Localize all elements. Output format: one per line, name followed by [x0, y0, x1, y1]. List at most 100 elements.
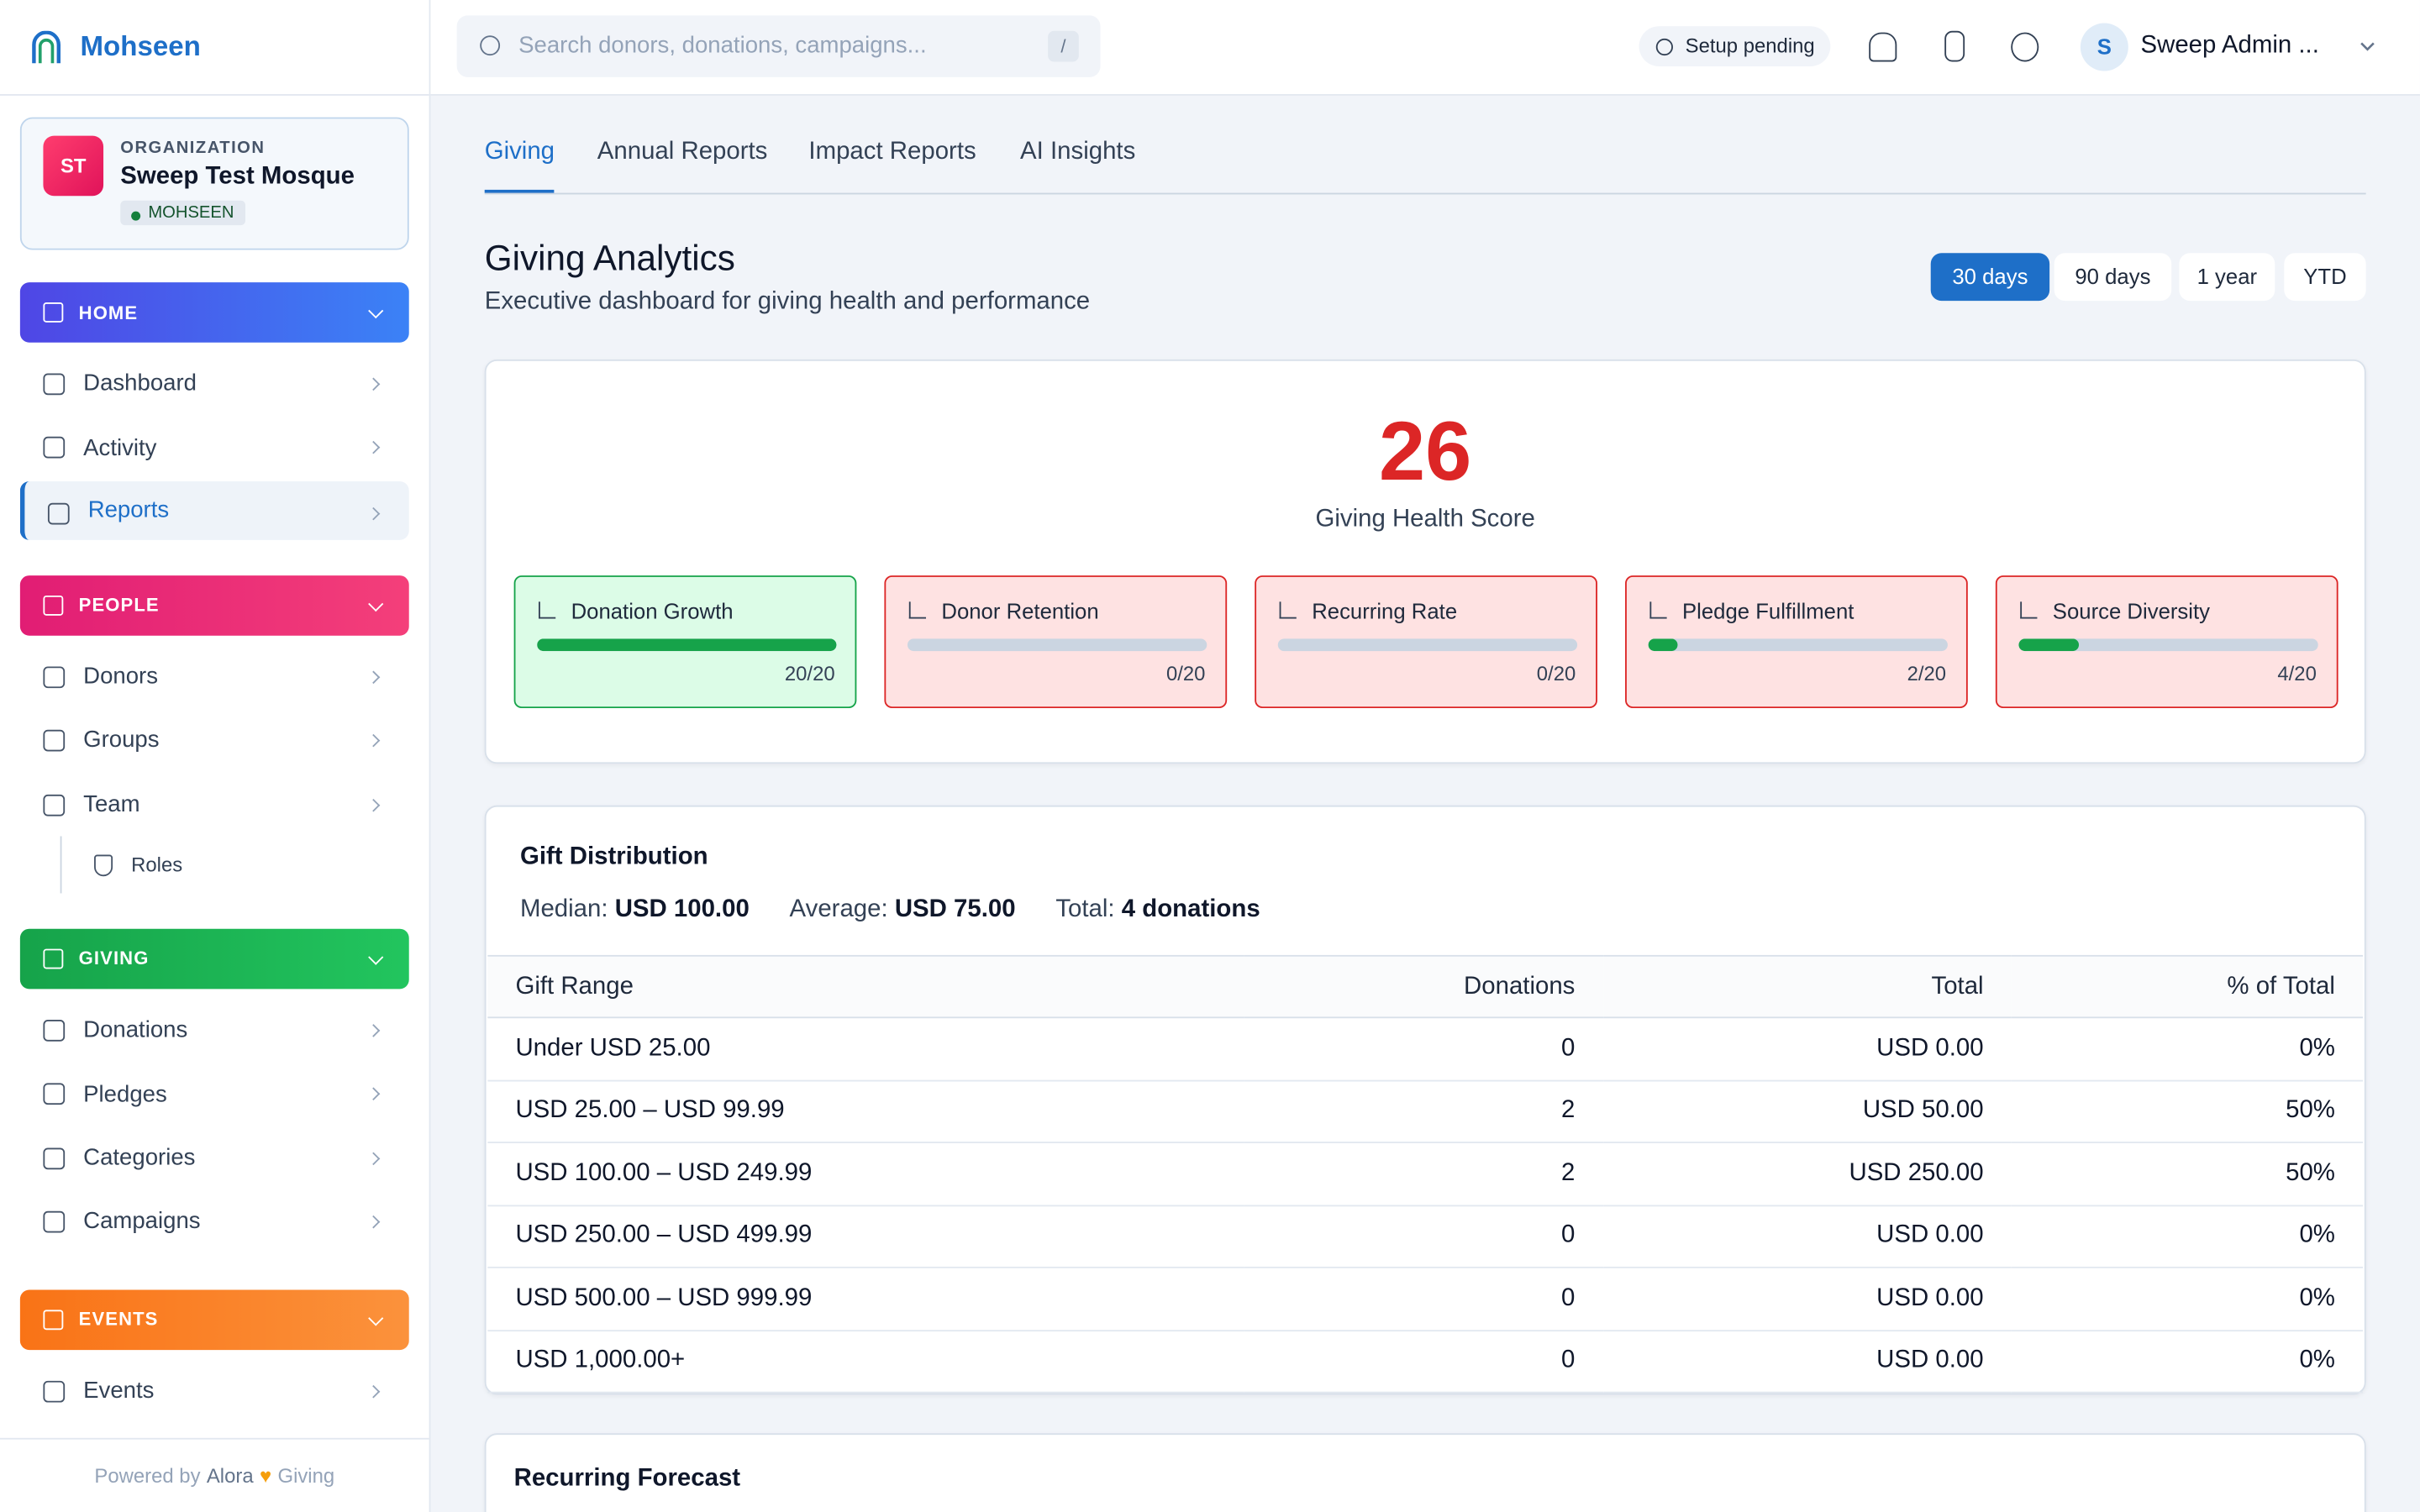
table-cell: 2 — [1244, 1142, 1603, 1206]
column-header: % of Total — [2011, 955, 2363, 1019]
table-row: USD 25.00 – USD 99.99 2 USD 50.00 50% — [487, 1079, 2363, 1143]
shortcut: / — [1048, 30, 1079, 62]
bell-icon[interactable] — [1869, 32, 1897, 62]
metric-value: 4/20 — [2277, 661, 2317, 685]
nav-item[interactable]: Donations — [20, 998, 409, 1062]
stat: Median: USD 100.00 — [520, 896, 750, 924]
setup-status[interactable]: Setup pending — [1639, 26, 1831, 66]
progress-track — [2018, 638, 2318, 652]
metric-value: 20/20 — [784, 661, 835, 685]
nav-section[interactable]: EVENTS — [19, 1289, 409, 1350]
search[interactable]: Search donors, donations, campaigns... / — [456, 15, 1101, 77]
stat-label: Total: — [1055, 896, 1115, 923]
progress-bar — [1648, 638, 1679, 652]
user-avatar[interactable]: S — [2080, 23, 2128, 71]
range-button[interactable]: 1 year — [2179, 253, 2275, 302]
nav-item[interactable]: Categories — [20, 1126, 409, 1189]
tab[interactable]: Annual Reports — [597, 139, 768, 165]
nav-section[interactable]: GIVING — [19, 928, 409, 990]
nav-item[interactable]: Reports — [19, 480, 409, 540]
metric-card: Donation Growth 20/20 — [513, 575, 857, 709]
nav-section[interactable]: HOME — [19, 282, 409, 343]
topbar: Search donors, donations, campaigns... / … — [430, 0, 2420, 96]
brand[interactable]: Mohseen — [0, 0, 429, 96]
table-cell: 50% — [2011, 1142, 2363, 1206]
nav-item[interactable]: Events — [20, 1358, 409, 1422]
brand-name: Mohseen — [80, 30, 201, 62]
health-card: 26 Giving Health Score Donation Growth 20… — [484, 359, 2366, 764]
stat-label: Average: — [789, 896, 888, 923]
metric-card: Pledge Fulfillment 2/20 — [1625, 575, 1968, 709]
search-placeholder: Search donors, donations, campaigns... — [518, 32, 927, 59]
stat-value: USD 75.00 — [894, 896, 1016, 923]
range-button[interactable]: 30 days — [1930, 253, 2050, 302]
range-button[interactable]: 90 days — [2054, 253, 2172, 302]
user-menu-caret[interactable] — [2360, 40, 2375, 53]
progress-track — [537, 638, 837, 652]
table-cell: 0% — [2011, 1330, 2363, 1394]
metric-name: Donation Growth — [538, 598, 734, 624]
table-cell: USD 100.00 – USD 249.99 — [487, 1142, 1244, 1206]
table-cell: USD 50.00 — [1602, 1079, 2012, 1143]
user-name[interactable]: Sweep Admin ... — [2140, 32, 2319, 59]
metric-card: Donor Retention 0/20 — [884, 575, 1228, 709]
nav-item[interactable]: Team — [20, 772, 409, 836]
footer-brand: Alora — [206, 1464, 254, 1488]
metric-name: Pledge Fulfillment — [1649, 598, 1854, 624]
table-cell: USD 0.00 — [1602, 1267, 2012, 1331]
tab[interactable]: Giving — [484, 139, 555, 193]
tab[interactable]: Impact Reports — [808, 139, 976, 165]
forecast-card: Recurring Forecast — [484, 1433, 2366, 1512]
org-card[interactable]: ST ORGANIZATION Sweep Test Mosque MOHSEE… — [19, 117, 409, 250]
table-cell: 0 — [1244, 1205, 1603, 1268]
metric-name: Recurring Rate — [1279, 598, 1458, 624]
help-icon[interactable] — [2011, 32, 2039, 62]
table-cell: 50% — [2011, 1079, 2363, 1143]
card-title: Recurring Forecast — [513, 1465, 741, 1493]
stat: Total: 4 donations — [1055, 896, 1260, 924]
column-header: Total — [1602, 955, 2012, 1019]
table-cell: USD 1,000.00+ — [487, 1330, 1244, 1394]
metric-name: Donor Retention — [908, 598, 1099, 624]
metric-card: Source Diversity 4/20 — [1995, 575, 2338, 709]
table-cell: 0% — [2011, 1205, 2363, 1268]
stat-value: USD 100.00 — [614, 896, 750, 923]
distribution-card: Gift Distribution Median: USD 100.00 Aver… — [484, 805, 2366, 1395]
org-badge: MOHSEEN — [120, 200, 245, 226]
progress-bar — [537, 638, 837, 652]
card-title: Gift Distribution — [519, 843, 708, 870]
table-cell: USD 0.00 — [1602, 1017, 2012, 1081]
stat: Average: USD 75.00 — [790, 896, 1016, 924]
nav: HOME Dashboard Activity Reports PEOPLE Donors… — [0, 247, 429, 1486]
tab[interactable]: AI Insights — [1020, 139, 1136, 165]
table-cell: 0 — [1244, 1330, 1603, 1394]
distribution-table: Gift Range Donations Total% of Total Under … — [487, 954, 2363, 1394]
device-icon[interactable] — [1944, 30, 1965, 62]
sidebar: Mohseen ST ORGANIZATION Sweep Test Mosqu… — [0, 0, 431, 1512]
progress-track — [907, 638, 1207, 652]
range-button[interactable]: YTD — [2284, 253, 2366, 302]
progress-track — [1648, 638, 1948, 652]
nav-item[interactable]: Pledges — [20, 1062, 409, 1126]
nav-item[interactable]: Donors — [20, 644, 409, 708]
nav-section[interactable]: PEOPLE — [19, 575, 409, 636]
org-name: Sweep Test Mosque — [120, 163, 355, 190]
table-row: USD 500.00 – USD 999.99 0 USD 0.00 0% — [487, 1267, 2363, 1331]
footer-suffix: Giving — [277, 1464, 335, 1488]
stats: Median: USD 100.00 Average: USD 75.00 Tota… — [520, 896, 1260, 924]
table-cell: 0 — [1244, 1267, 1603, 1331]
nav-item[interactable]: Groups — [20, 708, 409, 772]
nav-item[interactable]: Activity — [20, 416, 409, 480]
health-label: Giving Health Score — [1315, 506, 1535, 533]
nav-subitem[interactable]: Roles — [60, 836, 429, 894]
metric-name: Source Diversity — [2020, 598, 2211, 624]
metric-card: Recurring Rate 0/20 — [1255, 575, 1597, 709]
heart-icon: ♥ — [259, 1464, 272, 1488]
progress-bar — [2018, 638, 2079, 652]
nav-item[interactable]: Dashboard — [20, 352, 409, 416]
page-subtitle: Executive dashboard for giving health an… — [484, 288, 1091, 315]
nav-item[interactable]: Campaigns — [20, 1189, 409, 1253]
table-row: USD 1,000.00+ 0 USD 0.00 0% — [487, 1330, 2363, 1394]
table-cell: USD 500.00 – USD 999.99 — [487, 1267, 1244, 1331]
table-cell: 0% — [2011, 1267, 2363, 1331]
